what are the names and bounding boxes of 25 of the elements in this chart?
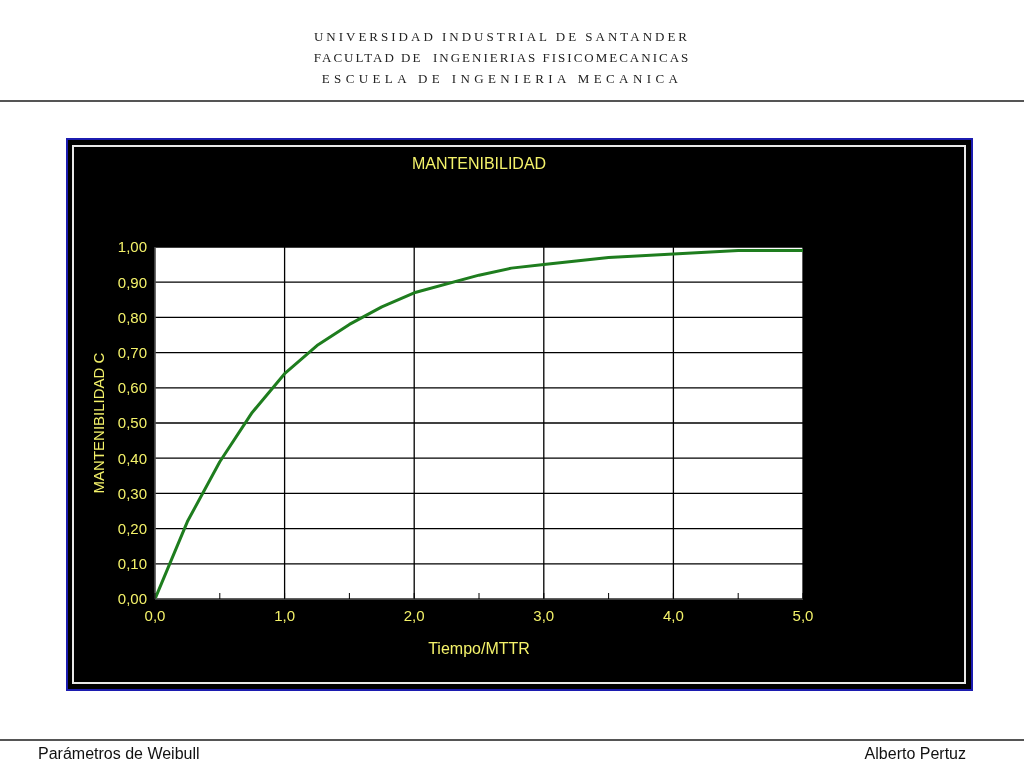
text: Parámetros de Weibull [38, 745, 200, 763]
y-tick-label: 0,30 [117, 484, 147, 502]
x-axis-title: Tiempo/MTTR [428, 640, 530, 658]
x-tick-label: 4,0 [662, 607, 684, 624]
x-tick-label: 0,0 [144, 607, 166, 624]
y-tick-label: 0,60 [117, 379, 147, 397]
y-tick-label: 0,20 [117, 519, 147, 537]
x-tick-label: 2,0 [403, 607, 425, 624]
y-tick-label: 0,40 [117, 449, 147, 467]
x-tick-label: 5,0 [792, 607, 814, 624]
y-tick-label: 0,00 [117, 590, 147, 608]
y-tick-label: 0,50 [117, 414, 147, 432]
chart-title: MANTENIBILIDAD [410, 155, 548, 173]
y-axis-title: MANTENIBILIDAD C [90, 352, 108, 494]
text: Alberto Pertuz [864, 745, 966, 763]
y-tick-label: 0,80 [117, 308, 147, 326]
y-tick-label: 0,90 [117, 273, 147, 291]
x-tick-label: 1,0 [274, 607, 296, 624]
x-tick-label: 3,0 [533, 607, 555, 624]
y-tick-label: 0,70 [117, 343, 147, 361]
text: UNIVERSIDAD INDUSTRIAL DE SANTANDER [312, 28, 692, 46]
y-tick-label: 1,00 [117, 238, 147, 256]
text: FACULTAD DE INGENIERIAS FISICOMECANICAS [312, 49, 692, 67]
text: ESCUELA DE INGENIERIA MECANICA [320, 70, 684, 88]
y-tick-label: 0,10 [117, 555, 147, 573]
